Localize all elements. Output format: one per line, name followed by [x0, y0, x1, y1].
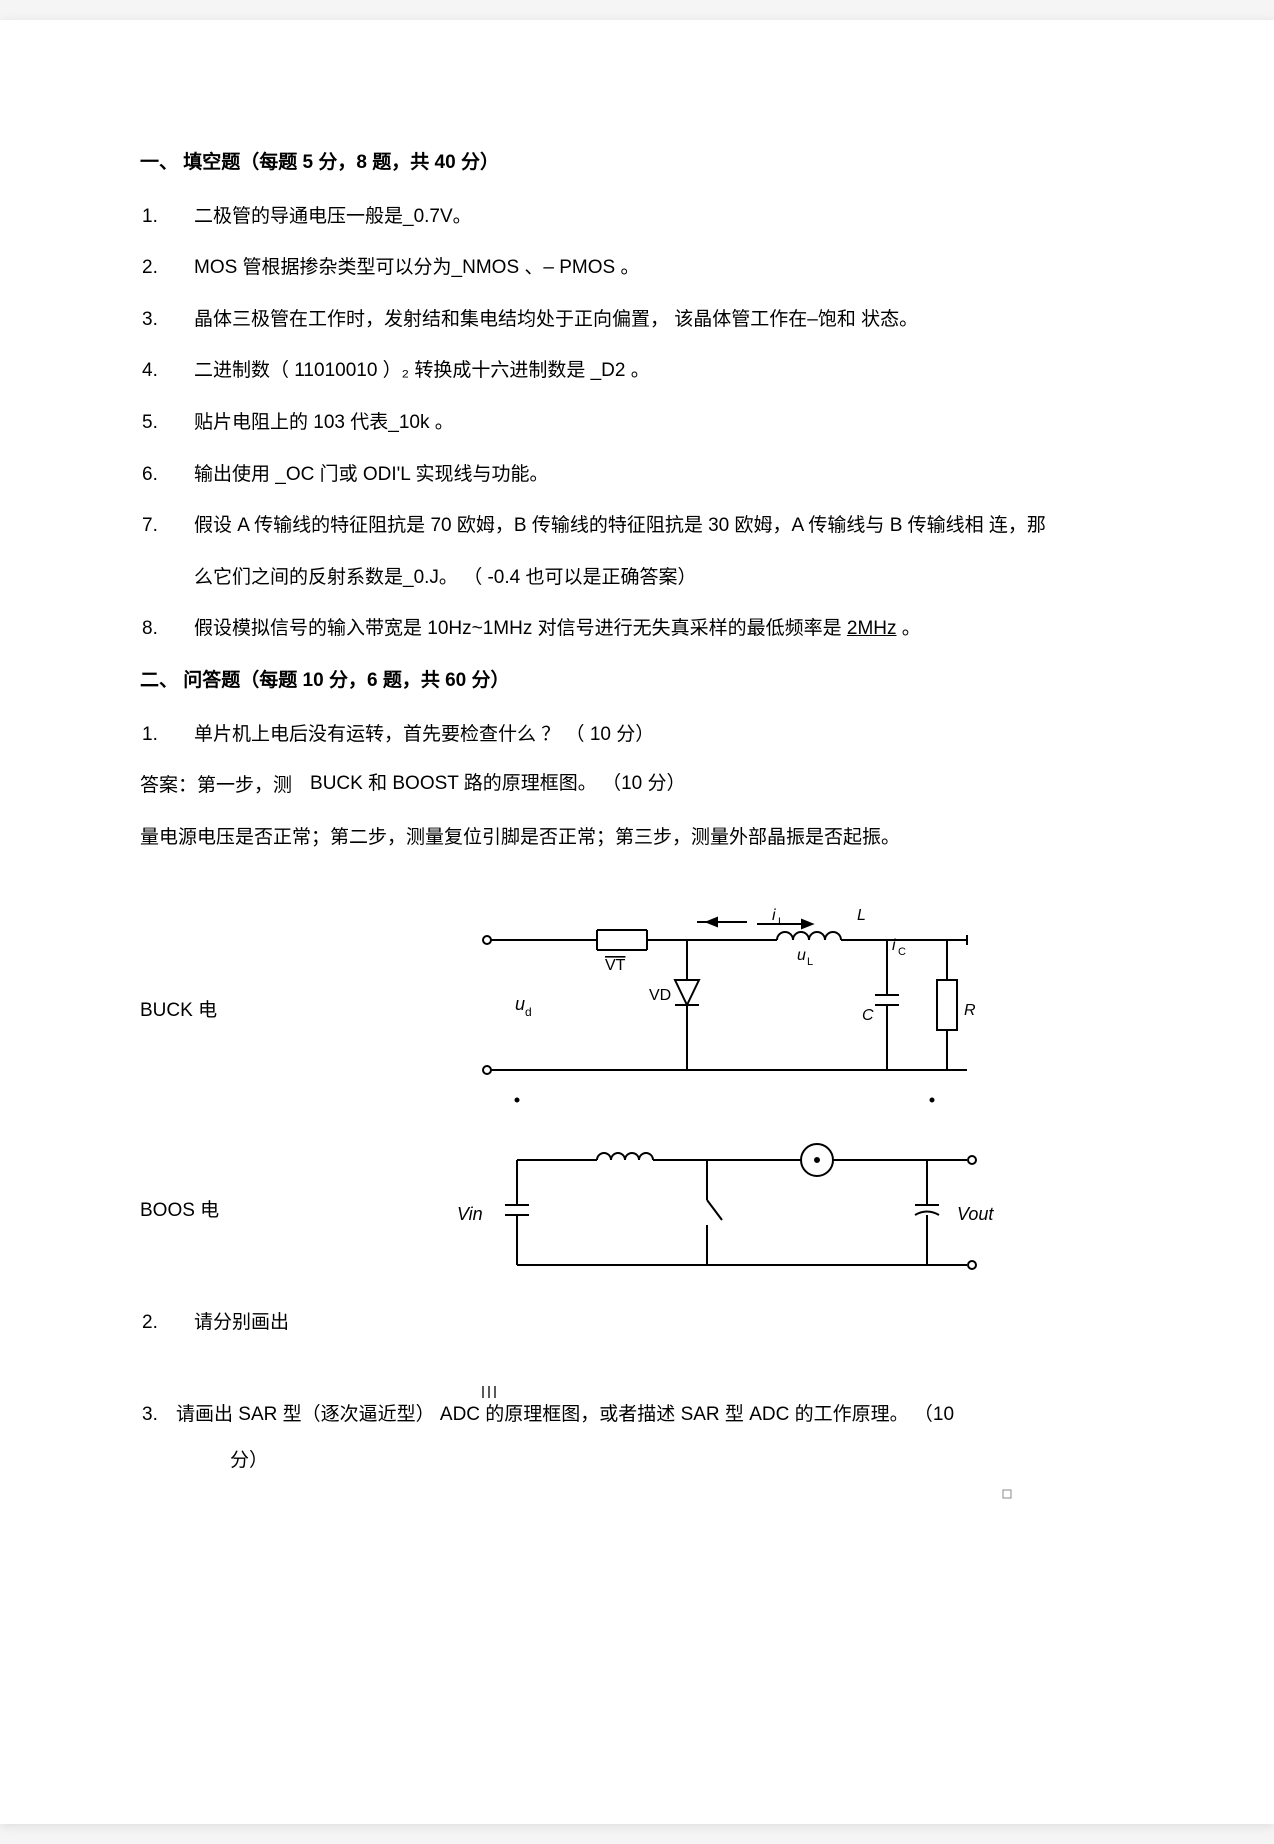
q-text: 晶体三极管在工作时，发射结和集电结均处于正向偏置， 该晶体管工作在–饱和 状态。 [180, 297, 1134, 343]
svg-text:L: L [778, 916, 784, 928]
q-number: 3. [140, 297, 180, 343]
section2-header: 二、 问答题（每题 10 分，6 题，共 60 分） [140, 658, 1134, 704]
q8-pre: 假设模拟信号的输入带宽是 10Hz~1MHz 对信号进行无失真采样的最低频率是 [194, 618, 847, 639]
q-text: 请分别画出 [180, 1300, 1134, 1346]
document-page: 一、 填空题（每题 5 分，8 题，共 40 分） 1. 二极管的导通电压一般是… [0, 20, 1274, 1824]
svg-text:L: L [857, 907, 866, 924]
svg-text:u: u [797, 947, 806, 964]
svg-text:i: i [772, 907, 776, 924]
q-number: 2. [140, 1300, 180, 1346]
svg-text:L: L [807, 956, 813, 968]
q-number: 7. [140, 503, 180, 549]
q-text: 假设 A 传输线的特征阻抗是 70 欧姆，B 传输线的特征阻抗是 30 欧姆，A… [180, 503, 1134, 549]
answer-line2: 量电源电压是否正常；第二步，测量复位引脚是否正常；第三步，测量外部晶振是否起振。 [140, 815, 1134, 861]
q7-line1: 7. 假设 A 传输线的特征阻抗是 70 欧姆，B 传输线的特征阻抗是 30 欧… [140, 503, 1134, 549]
q-number: 2. [140, 245, 180, 291]
q-text: 输出使用 _OC 门或 ODI'L 实现线与功能。 [180, 452, 1134, 498]
q-text: 假设模拟信号的输入带宽是 10Hz~1MHz 对信号进行无失真采样的最低频率是 … [180, 606, 1134, 652]
tiny-square-icon [1002, 1489, 1014, 1501]
q-number: 5. [140, 400, 180, 446]
q6: 6. 输出使用 _OC 门或 ODI'L 实现线与功能。 [140, 452, 1134, 498]
svg-text:d: d [525, 1005, 532, 1019]
s2-q1: 1. 单片机上电后没有运转，首先要检查什么 ？ （ 10 分） [140, 712, 1134, 758]
q8: 8. 假设模拟信号的输入带宽是 10Hz~1MHz 对信号进行无失真采样的最低频… [140, 606, 1134, 652]
boost-circuit-svg: Vin [447, 1130, 1007, 1290]
q1: 1. 二极管的导通电压一般是_0.7V。 [140, 194, 1134, 240]
answer-prefix: 答案：第一步，测 [140, 763, 292, 809]
q-text: MOS 管根据掺杂类型可以分为_NMOS 、– PMOS 。 [180, 245, 1134, 291]
q-number: 8. [140, 606, 180, 652]
q7-line2: 么它们之间的反射系数是_0.J。 （ -0.4 也可以是正确答案） [140, 555, 1134, 601]
boost-section: BOOS 电 Vin [140, 1130, 1134, 1290]
q-number: 3. [140, 1392, 170, 1438]
boost-label: BOOS 电 [140, 1188, 320, 1234]
s2-q3: 3. 请画出 SAR 型（逐次逼近型） ADC 的原理框图，或者描述 SAR 型… [140, 1392, 1134, 1438]
buck-section: BUCK 电 u d [140, 900, 1134, 1120]
svg-text:VD: VD [649, 987, 671, 1004]
s2-q2: 2. 请分别画出 [140, 1300, 1134, 1346]
q-text: 二进制数（ 11010010 ）₂ 转换成十六进制数是 _D2 。 [180, 348, 1134, 394]
svg-text:C: C [898, 946, 906, 958]
svg-text:C: C [862, 1007, 874, 1024]
q8-post: 。 [897, 618, 921, 639]
q-number: 4. [140, 348, 180, 394]
buck-diagram: u d VT [320, 900, 1134, 1120]
q3-cont: 分） [140, 1438, 1134, 1484]
buck-circuit-svg: u d VT [457, 900, 997, 1120]
q-number: 6. [140, 452, 180, 498]
buck-label: BUCK 电 [140, 988, 320, 1034]
boost-diagram: Vin [320, 1130, 1134, 1290]
q3: 3. 晶体三极管在工作时，发射结和集电结均处于正向偏置， 该晶体管工作在–饱和 … [140, 297, 1134, 343]
q3-text: 请画出 SAR 型（逐次逼近型） ADC 的原理框图，或者描述 SAR 型 AD… [176, 1404, 954, 1425]
q2: 2. MOS 管根据掺杂类型可以分为_NMOS 、– PMOS 。 [140, 245, 1134, 291]
svg-text:Vin: Vin [457, 1204, 483, 1224]
svg-text:u: u [515, 994, 525, 1014]
q-text: 请画出 SAR 型（逐次逼近型） ADC 的原理框图，或者描述 SAR 型 AD… [170, 1392, 1134, 1438]
q-number: 1. [140, 194, 180, 240]
adc-tiny-icon [480, 1384, 500, 1402]
answer-line1: 答案：第一步，测 BUCK 和 BOOST 路的原理框图。 （10 分） [140, 763, 1134, 809]
floating-fragment: BUCK 和 BOOST 路的原理框图。 （10 分） [310, 761, 685, 807]
q-text: 二极管的导通电压一般是_0.7V。 [180, 194, 1134, 240]
q5: 5. 贴片电阻上的 103 代表_10k 。 [140, 400, 1134, 446]
svg-text:R: R [964, 1002, 976, 1019]
q4: 4. 二进制数（ 11010010 ）₂ 转换成十六进制数是 _D2 。 [140, 348, 1134, 394]
q8-answer: 2MHz [847, 618, 897, 639]
section1-header: 一、 填空题（每题 5 分，8 题，共 40 分） [140, 140, 1134, 186]
q-text: 贴片电阻上的 103 代表_10k 。 [180, 400, 1134, 446]
svg-text:VT: VT [605, 957, 626, 974]
q-number: 1. [140, 712, 180, 758]
svg-text:Vout: Vout [957, 1204, 994, 1224]
q-text: 单片机上电后没有运转，首先要检查什么 ？ （ 10 分） [180, 712, 1134, 758]
